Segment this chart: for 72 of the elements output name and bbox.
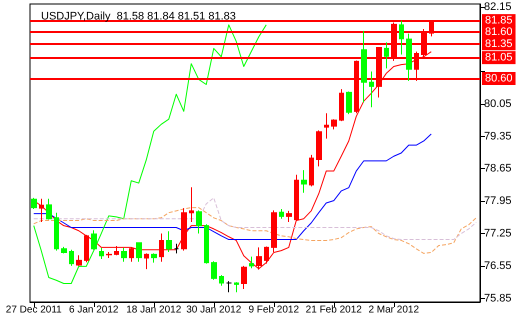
candlestick	[54, 212, 59, 252]
x-tick-label: 9 Feb 2012	[248, 304, 300, 316]
candlestick	[181, 208, 187, 252]
candlestick	[316, 130, 322, 167]
candlestick	[369, 71, 374, 108]
candlestick	[189, 186, 194, 222]
candlestick	[271, 210, 277, 253]
candlestick	[46, 198, 52, 220]
candlestick	[294, 174, 299, 222]
candlestick	[91, 230, 97, 250]
y-tick-label: 77.95	[484, 195, 512, 208]
candlestick	[114, 246, 119, 256]
x-tick-label: 2 Mar 2012	[368, 304, 420, 316]
candlestick	[144, 252, 149, 270]
x-tick-label: 21 Feb 2012	[306, 304, 362, 316]
candlestick	[346, 90, 352, 115]
ref-line-label: 81.60	[485, 26, 513, 38]
candlestick	[241, 265, 247, 290]
text: USDJPY,Daily 81.58 81.84 81.51 81.83	[41, 10, 236, 22]
candlestick	[174, 243, 179, 254]
x-tick-label: 30 Jan 2012	[186, 304, 242, 316]
line-series	[33, 207, 477, 254]
candlestick	[84, 234, 89, 263]
candlestick	[331, 118, 337, 130]
y-tick-label: 76.55	[484, 260, 512, 272]
x-tick-label: 6 Jan 2012	[69, 304, 119, 316]
y-tick-label: 75.85	[484, 292, 512, 304]
candlestick	[399, 20, 404, 55]
candlestick	[31, 197, 37, 210]
candlestick	[249, 256, 254, 269]
candlestick	[61, 246, 67, 254]
line-series	[33, 197, 477, 240]
y-tick-label: 82.15	[484, 0, 512, 13]
candlestick	[151, 252, 157, 264]
y-tick-label: 78.65	[484, 162, 512, 175]
ref-line-label: 81.85	[485, 14, 513, 27]
candlestick	[279, 208, 284, 220]
candlestick	[204, 224, 209, 264]
line-series	[33, 134, 432, 240]
candlestick	[406, 33, 412, 82]
candlestick	[121, 247, 127, 262]
y-tick-label: 80.05	[484, 98, 512, 110]
candlestick	[309, 154, 314, 187]
candlestick	[264, 246, 269, 264]
y-tick-label: 79.35	[484, 130, 512, 142]
ref-line-label: 81.05	[485, 52, 513, 64]
ref-line-label: 80.60	[485, 72, 513, 84]
line-series	[33, 24, 267, 284]
candlestick	[361, 30, 367, 104]
candlestick	[69, 249, 74, 266]
candlestick	[384, 42, 389, 69]
candlestick	[136, 242, 142, 262]
candlestick	[76, 254, 82, 266]
x-tick-label: 18 Jan 2012	[126, 304, 182, 316]
candlestick	[226, 280, 232, 293]
y-tick-label: 77.25	[484, 228, 512, 240]
candlestick	[159, 233, 164, 262]
candlestick	[234, 282, 239, 293]
candlestick	[99, 247, 104, 260]
candlestick	[166, 230, 172, 253]
candlestick	[219, 274, 224, 286]
candlestick	[286, 210, 292, 222]
candlestick	[106, 252, 112, 259]
candlestick	[301, 170, 307, 194]
candlestick	[39, 198, 44, 222]
ref-line-label: 81.35	[485, 38, 513, 50]
candlestick	[211, 260, 217, 280]
candlestick	[339, 88, 344, 122]
candlestick	[324, 112, 329, 140]
candlestick	[196, 210, 202, 234]
x-tick-label: 27 Dec 2011	[6, 304, 62, 316]
candlestick	[129, 246, 134, 262]
